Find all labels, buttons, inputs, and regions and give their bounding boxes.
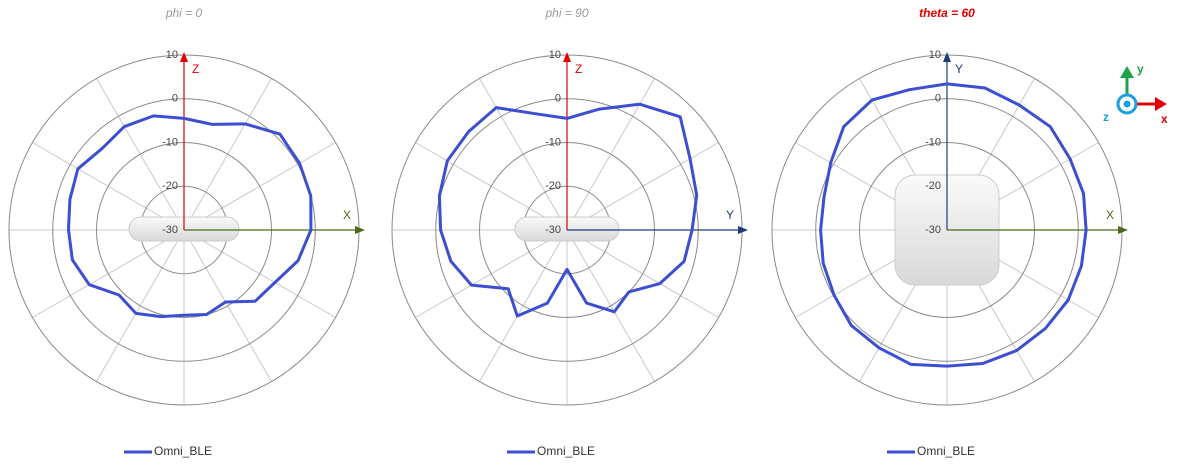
triad-label: x [1161, 112, 1168, 126]
polar-chart: phi = 0 Z X 10 0 -10 -20 -30 Omni_BLE [8, 6, 365, 458]
axis-arrow [563, 52, 571, 62]
r-tick-label: 0 [172, 93, 178, 105]
axis-label: Y [955, 62, 963, 76]
r-tick-label: -30 [925, 224, 941, 236]
r-tick-label: 0 [935, 93, 941, 105]
polar-chart: theta = 60 Y X 10 0 -10 -20 -30 Omni_BLE x y z [771, 6, 1168, 458]
triad-label: y [1137, 62, 1144, 76]
r-tick-label: -20 [162, 180, 178, 192]
series-line [819, 82, 1088, 368]
triad-z-dot [1123, 100, 1131, 108]
r-tick-label: -30 [545, 224, 561, 236]
triad-y-arrow [1120, 66, 1134, 78]
axis-arrow [738, 226, 748, 234]
legend-label: Omni_BLE [537, 444, 595, 458]
axis-arrow [1118, 226, 1128, 234]
series-line [67, 114, 313, 319]
r-tick-label: -10 [162, 136, 178, 148]
r-tick-label: 10 [166, 49, 178, 61]
legend-label: Omni_BLE [917, 444, 975, 458]
axis-arrow [180, 52, 188, 62]
r-tick-label: 0 [555, 93, 561, 105]
axis-arrow [943, 52, 951, 62]
series-line [437, 102, 699, 318]
axis-label: Y [726, 208, 734, 222]
chart-title: theta = 60 [919, 6, 975, 20]
axis-label: X [343, 208, 351, 222]
r-tick-label: 10 [549, 49, 561, 61]
chart-title: phi = 0 [165, 6, 203, 20]
r-tick-label: -20 [545, 180, 561, 192]
r-tick-label: -20 [925, 180, 941, 192]
r-tick-label: -10 [545, 136, 561, 148]
axis-arrow [355, 226, 365, 234]
triad-x-arrow [1155, 97, 1167, 111]
axis-label: X [1106, 208, 1114, 222]
chart-title: phi = 90 [544, 6, 588, 20]
axis-label: Z [192, 62, 199, 76]
triad-label: z [1103, 110, 1109, 124]
axis-label: Z [575, 62, 582, 76]
r-tick-label: -10 [925, 136, 941, 148]
polar-chart: phi = 90 Z Y 10 0 -10 -20 -30 Omni_BLE [391, 6, 748, 458]
r-tick-label: 10 [929, 49, 941, 61]
r-tick-label: -30 [162, 224, 178, 236]
legend-label: Omni_BLE [154, 444, 212, 458]
